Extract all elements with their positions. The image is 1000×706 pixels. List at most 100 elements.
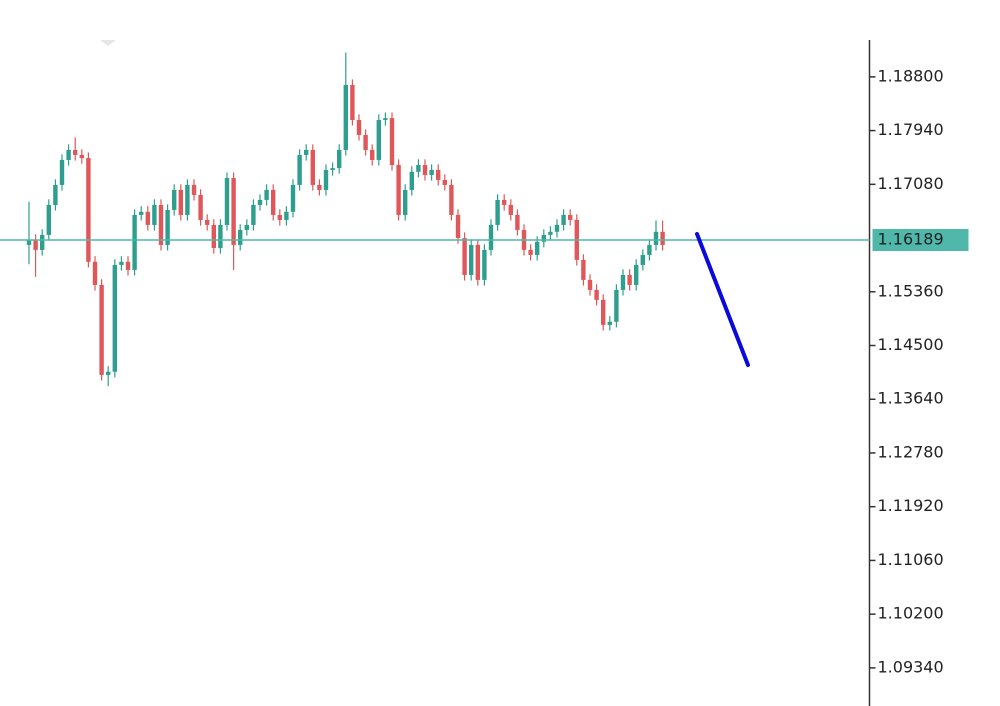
candle-body <box>304 149 309 155</box>
y-tick-label: 1.11920 <box>878 496 944 515</box>
candle-body <box>403 189 408 215</box>
candle-body <box>337 149 342 169</box>
candle-body <box>185 184 190 215</box>
candle-body <box>73 149 78 155</box>
candle-body <box>224 178 230 225</box>
candle-body <box>422 164 428 175</box>
candle-body <box>515 214 520 230</box>
candle-body <box>627 274 632 285</box>
candle-body <box>343 84 348 150</box>
candle-body <box>53 184 58 205</box>
candle-body <box>211 224 216 249</box>
candle-body <box>495 199 500 225</box>
last-price-label: 1.16189 <box>878 229 944 248</box>
candle-body <box>323 169 329 190</box>
candle-body <box>317 184 322 190</box>
candle-body <box>277 214 282 220</box>
candle-body <box>455 214 461 239</box>
candle-body <box>106 371 111 375</box>
y-tick-label: 1.13640 <box>878 389 944 408</box>
candle-body <box>26 239 32 245</box>
candle-body <box>376 119 381 160</box>
candle-body <box>620 274 626 290</box>
y-tick-label: 1.14500 <box>878 335 944 354</box>
candle-body <box>442 179 447 185</box>
candle-body <box>482 249 487 280</box>
candle-body <box>125 261 131 270</box>
candle-body <box>251 204 256 225</box>
candle-body <box>383 118 388 120</box>
candle-body <box>436 169 441 180</box>
candle-body <box>152 204 157 225</box>
candle-body <box>297 154 302 185</box>
candle-body <box>165 209 170 245</box>
candle-body <box>548 231 553 235</box>
candle-body <box>99 284 104 375</box>
candle-body <box>218 224 223 249</box>
candle-body <box>581 259 586 280</box>
trend-line <box>695 231 750 368</box>
candle-body <box>614 289 619 322</box>
y-tick-label: 1.15360 <box>878 281 944 300</box>
candle-body <box>178 189 183 215</box>
candle-body <box>587 279 593 290</box>
candle-body <box>462 238 467 275</box>
candle-body <box>594 289 599 300</box>
candle-body <box>40 234 45 250</box>
candle-body <box>488 224 494 250</box>
candle-body <box>86 158 91 262</box>
candle-body <box>647 244 652 255</box>
scroll-marker <box>100 40 116 46</box>
candle-body <box>257 199 263 205</box>
candle-body <box>568 214 573 220</box>
candle-body <box>238 229 243 245</box>
candle-body <box>158 204 164 245</box>
candle-body <box>389 118 395 165</box>
candle-body <box>660 231 665 245</box>
candle-body <box>132 214 137 270</box>
candle-body <box>172 189 177 210</box>
y-tick-label: 1.18800 <box>878 66 944 85</box>
candle-body <box>363 134 368 150</box>
candle-body <box>535 241 540 255</box>
candle-body <box>145 211 150 225</box>
candle-body <box>653 231 659 245</box>
candle-body <box>528 249 533 255</box>
candle-body <box>409 171 414 190</box>
candle-body <box>284 211 289 220</box>
candle-body <box>46 204 51 235</box>
candle-body <box>416 164 421 172</box>
candle-body <box>112 264 117 372</box>
y-tick-label: 1.17080 <box>878 174 944 193</box>
candle-body <box>271 189 276 215</box>
candle-body <box>198 194 203 220</box>
candle-body <box>310 149 315 185</box>
last-price-box <box>872 228 969 251</box>
candle-body <box>59 159 65 185</box>
candle-body <box>429 169 434 175</box>
candle-body <box>231 178 236 245</box>
candle-body <box>290 184 296 212</box>
candle-body <box>119 261 124 265</box>
candle-body <box>554 224 560 232</box>
y-tick-label: 1.12780 <box>878 442 944 461</box>
y-tick-label: 1.09340 <box>878 657 944 676</box>
candle-body <box>607 321 612 325</box>
y-tick-label: 1.17940 <box>878 120 944 139</box>
candle-body <box>139 211 144 215</box>
candle-body <box>330 168 335 170</box>
candle-body <box>33 239 38 250</box>
candle-body <box>66 149 71 160</box>
candle-body <box>469 244 474 275</box>
y-tick-label: 1.10200 <box>878 604 944 623</box>
candle-body <box>634 264 639 285</box>
candle-body <box>205 219 210 225</box>
candle-body <box>561 214 566 225</box>
y-tick-label: 1.11060 <box>878 550 944 569</box>
candle-body <box>640 254 645 265</box>
candle-body <box>396 164 401 215</box>
candle-body <box>92 261 98 285</box>
candle-body <box>350 84 355 120</box>
candle-body <box>502 199 507 205</box>
